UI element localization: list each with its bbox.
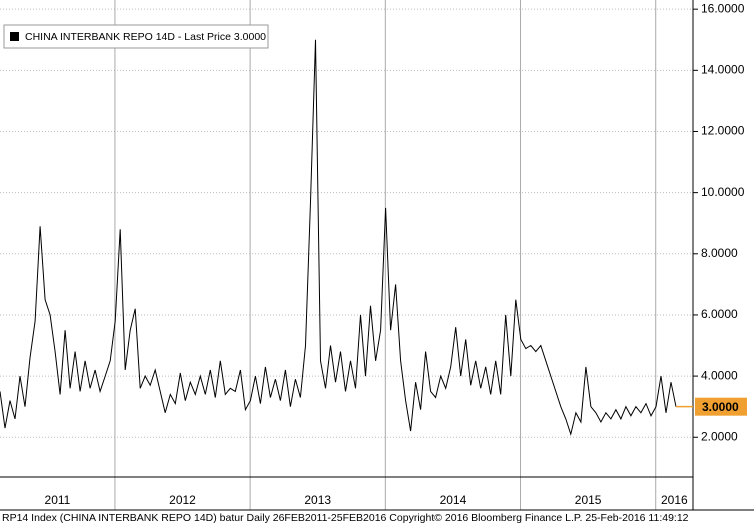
- legend-box: [3, 24, 269, 49]
- x-tick-label: 2011: [45, 493, 71, 507]
- x-tick-label: 2014: [440, 493, 467, 507]
- legend-label: CHINA INTERBANK REPO 14D - Last Price 3.…: [25, 31, 266, 43]
- y-tick-label: 4.0000: [701, 368, 738, 382]
- y-tick-label: 14.0000: [701, 62, 745, 76]
- y-tick-label: 6.0000: [701, 307, 738, 321]
- price-line: [0, 39, 677, 437]
- last-price-box: [695, 397, 747, 416]
- y-tick-label: 12.0000: [701, 124, 745, 138]
- x-tick-label: 2012: [169, 493, 196, 507]
- y-tick-label: 10.0000: [701, 185, 745, 199]
- y-tick-label: 2.0000: [701, 429, 738, 443]
- y-tick-label: 16.0000: [701, 1, 745, 15]
- footer: RP14 Index (CHINA INTERBANK REPO 14D) ba…: [2, 512, 689, 524]
- x-tick-label: 2016: [661, 493, 688, 507]
- legend-swatch: [10, 32, 19, 41]
- x-tick-label: 2015: [575, 493, 602, 507]
- y-tick-label: 8.0000: [701, 246, 738, 260]
- x-tick-label: 2013: [304, 493, 331, 507]
- legend: CHINA INTERBANK REPO 14D - Last Price 3.…: [3, 24, 269, 49]
- last-price-label: 3.0000: [702, 400, 739, 414]
